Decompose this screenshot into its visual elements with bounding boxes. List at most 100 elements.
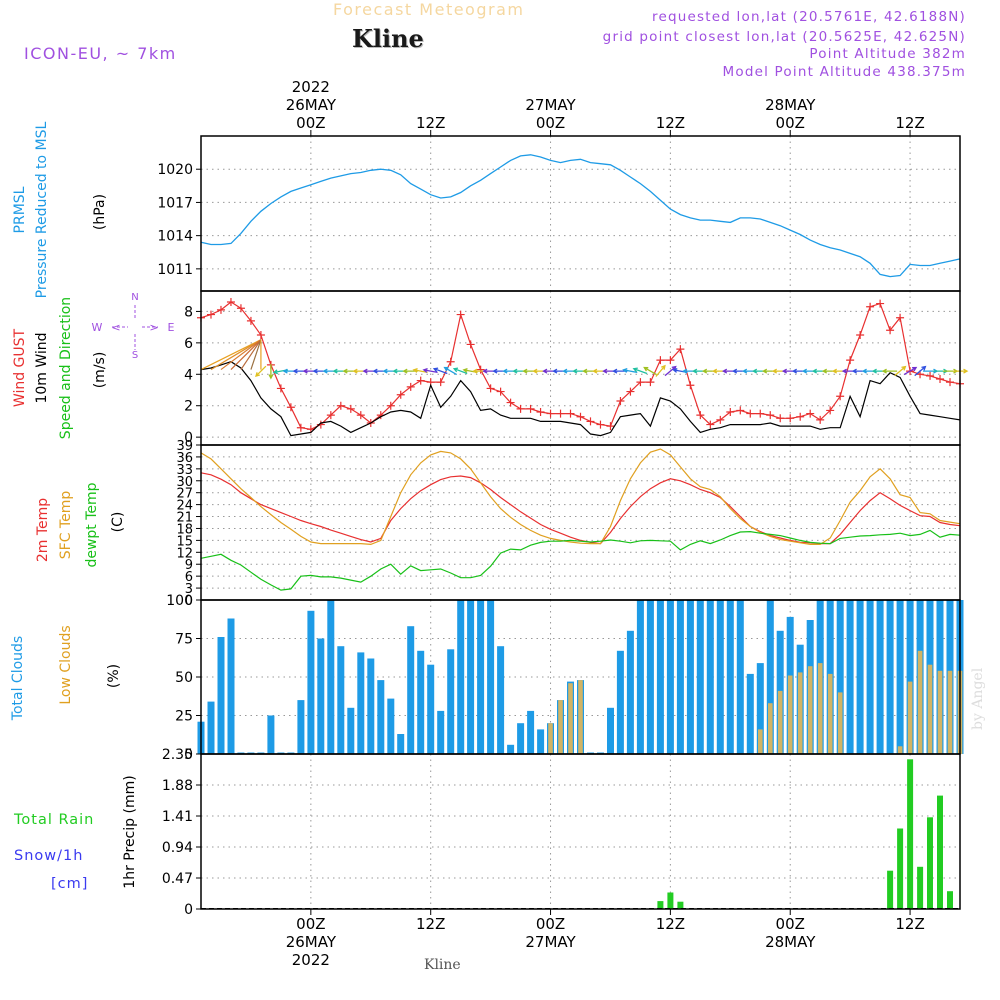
time-label: 28MAY <box>765 96 816 114</box>
total-cloud-bar <box>347 707 355 754</box>
total-cloud-bar <box>387 698 395 754</box>
gust-marker <box>896 313 905 322</box>
total-cloud-bar <box>397 734 405 754</box>
total-cloud-bar <box>836 600 844 754</box>
gust-axis-label: Wind GUST <box>12 328 28 407</box>
total-cloud-bar <box>207 701 215 754</box>
wind-speed-dir-label: Speed and Direction <box>58 297 74 439</box>
precip-bar <box>907 759 914 909</box>
y-tick-label: 1017 <box>157 195 193 211</box>
time-label: 00Z <box>776 915 805 933</box>
low-cloud-bar <box>797 672 803 754</box>
y-tick-label: 33 <box>176 463 193 478</box>
wind-arrow <box>881 368 898 374</box>
total-cloud-bar <box>487 600 495 754</box>
total-cloud-bar <box>457 600 465 754</box>
y-tick-label: 100 <box>166 593 193 609</box>
gust-marker <box>866 302 875 311</box>
gust-marker <box>676 345 685 354</box>
gust-marker <box>506 398 515 407</box>
time-label: 28MAY <box>765 933 816 951</box>
time-label: 00Z <box>536 114 565 132</box>
time-label: 26MAY <box>286 933 337 951</box>
y-tick-label: 12 <box>176 546 193 561</box>
gust-marker <box>466 340 475 349</box>
gust-marker <box>206 310 215 319</box>
wind-arrow <box>268 364 274 380</box>
low-clouds-axis-label: Low Clouds <box>58 625 74 704</box>
y-tick-label: 36 <box>176 451 193 466</box>
y-tick-label: 0 <box>184 902 193 918</box>
total-cloud-bar <box>636 600 644 754</box>
y-tick-label: 30 <box>176 475 193 490</box>
gust-marker <box>726 408 735 416</box>
y-tick-label: 9 <box>185 558 193 573</box>
total-cloud-bar <box>327 600 335 754</box>
dewpt-axis-label: dewpt Temp <box>84 482 100 567</box>
gust-marker <box>776 414 785 423</box>
gust-marker <box>526 404 535 413</box>
total-cloud-bar <box>766 600 774 754</box>
gust-marker <box>766 411 775 420</box>
total-cloud-bar <box>537 729 545 754</box>
low-cloud-bar <box>947 670 953 754</box>
total-cloud-bar <box>876 600 884 754</box>
y-tick-label: 25 <box>175 709 193 725</box>
y-tick-label: 15 <box>176 534 193 549</box>
total-cloud-bar <box>227 618 235 754</box>
gust-marker <box>656 356 665 365</box>
dewpt-line <box>200 529 961 591</box>
footer-location: Kline <box>424 957 461 973</box>
gust-marker <box>216 305 225 314</box>
y-tick-label: 24 <box>176 499 193 514</box>
total-cloud-bar <box>317 638 325 754</box>
gust-marker <box>816 415 825 424</box>
y-tick-label: 6 <box>185 570 193 585</box>
gust-marker <box>746 409 755 418</box>
total-cloud-bar <box>626 630 634 754</box>
precip-bar <box>947 891 953 909</box>
gust-marker <box>476 365 485 374</box>
compass-arrow-right: > <box>149 321 158 334</box>
wind10m-axis-label: 10m Wind <box>34 332 50 403</box>
y-tick-label: 1.88 <box>162 778 193 794</box>
total-cloud-bar <box>716 600 724 754</box>
time-label: 12Z <box>416 915 445 933</box>
time-label: 00Z <box>776 114 805 132</box>
precip-bar <box>927 817 933 909</box>
y-tick-label: 2.35 <box>162 747 193 763</box>
time-label: 27MAY <box>525 933 576 951</box>
compass-east: E <box>168 321 175 334</box>
low-cloud-bar <box>578 680 583 754</box>
gust-marker <box>826 406 835 415</box>
panel-border <box>200 444 961 601</box>
gust-marker <box>716 415 725 424</box>
wind-arrow <box>255 365 267 378</box>
gust-marker <box>486 384 495 393</box>
total-cloud-bar <box>337 646 345 754</box>
gust-marker <box>886 326 895 335</box>
panel-5: 0 0.47 0.94 1.41 1.88 2.35 <box>162 747 960 918</box>
gust-marker <box>616 397 625 405</box>
low-cloud-bar <box>787 675 793 754</box>
gust-marker <box>876 299 885 308</box>
total-cloud-bar <box>656 600 664 754</box>
y-tick-label: 75 <box>175 632 193 648</box>
time-label: 12Z <box>416 114 445 132</box>
time-label: 12Z <box>656 915 685 933</box>
gust-marker <box>246 316 255 325</box>
time-label: 26MAY <box>286 96 337 114</box>
total-cloud-bar <box>746 673 754 754</box>
gust-marker <box>536 408 545 416</box>
total-cloud-bar <box>676 600 684 754</box>
wind-arrow <box>452 367 468 375</box>
precip-bar <box>667 892 674 909</box>
total-cloud-bar <box>646 600 654 754</box>
total-cloud-bar <box>307 610 315 754</box>
total-cloud-bar <box>856 600 864 754</box>
gust-marker <box>686 381 695 390</box>
gust-marker <box>336 401 345 410</box>
gust-marker <box>316 420 325 429</box>
pressure-units-label: (hPa) <box>92 194 108 230</box>
